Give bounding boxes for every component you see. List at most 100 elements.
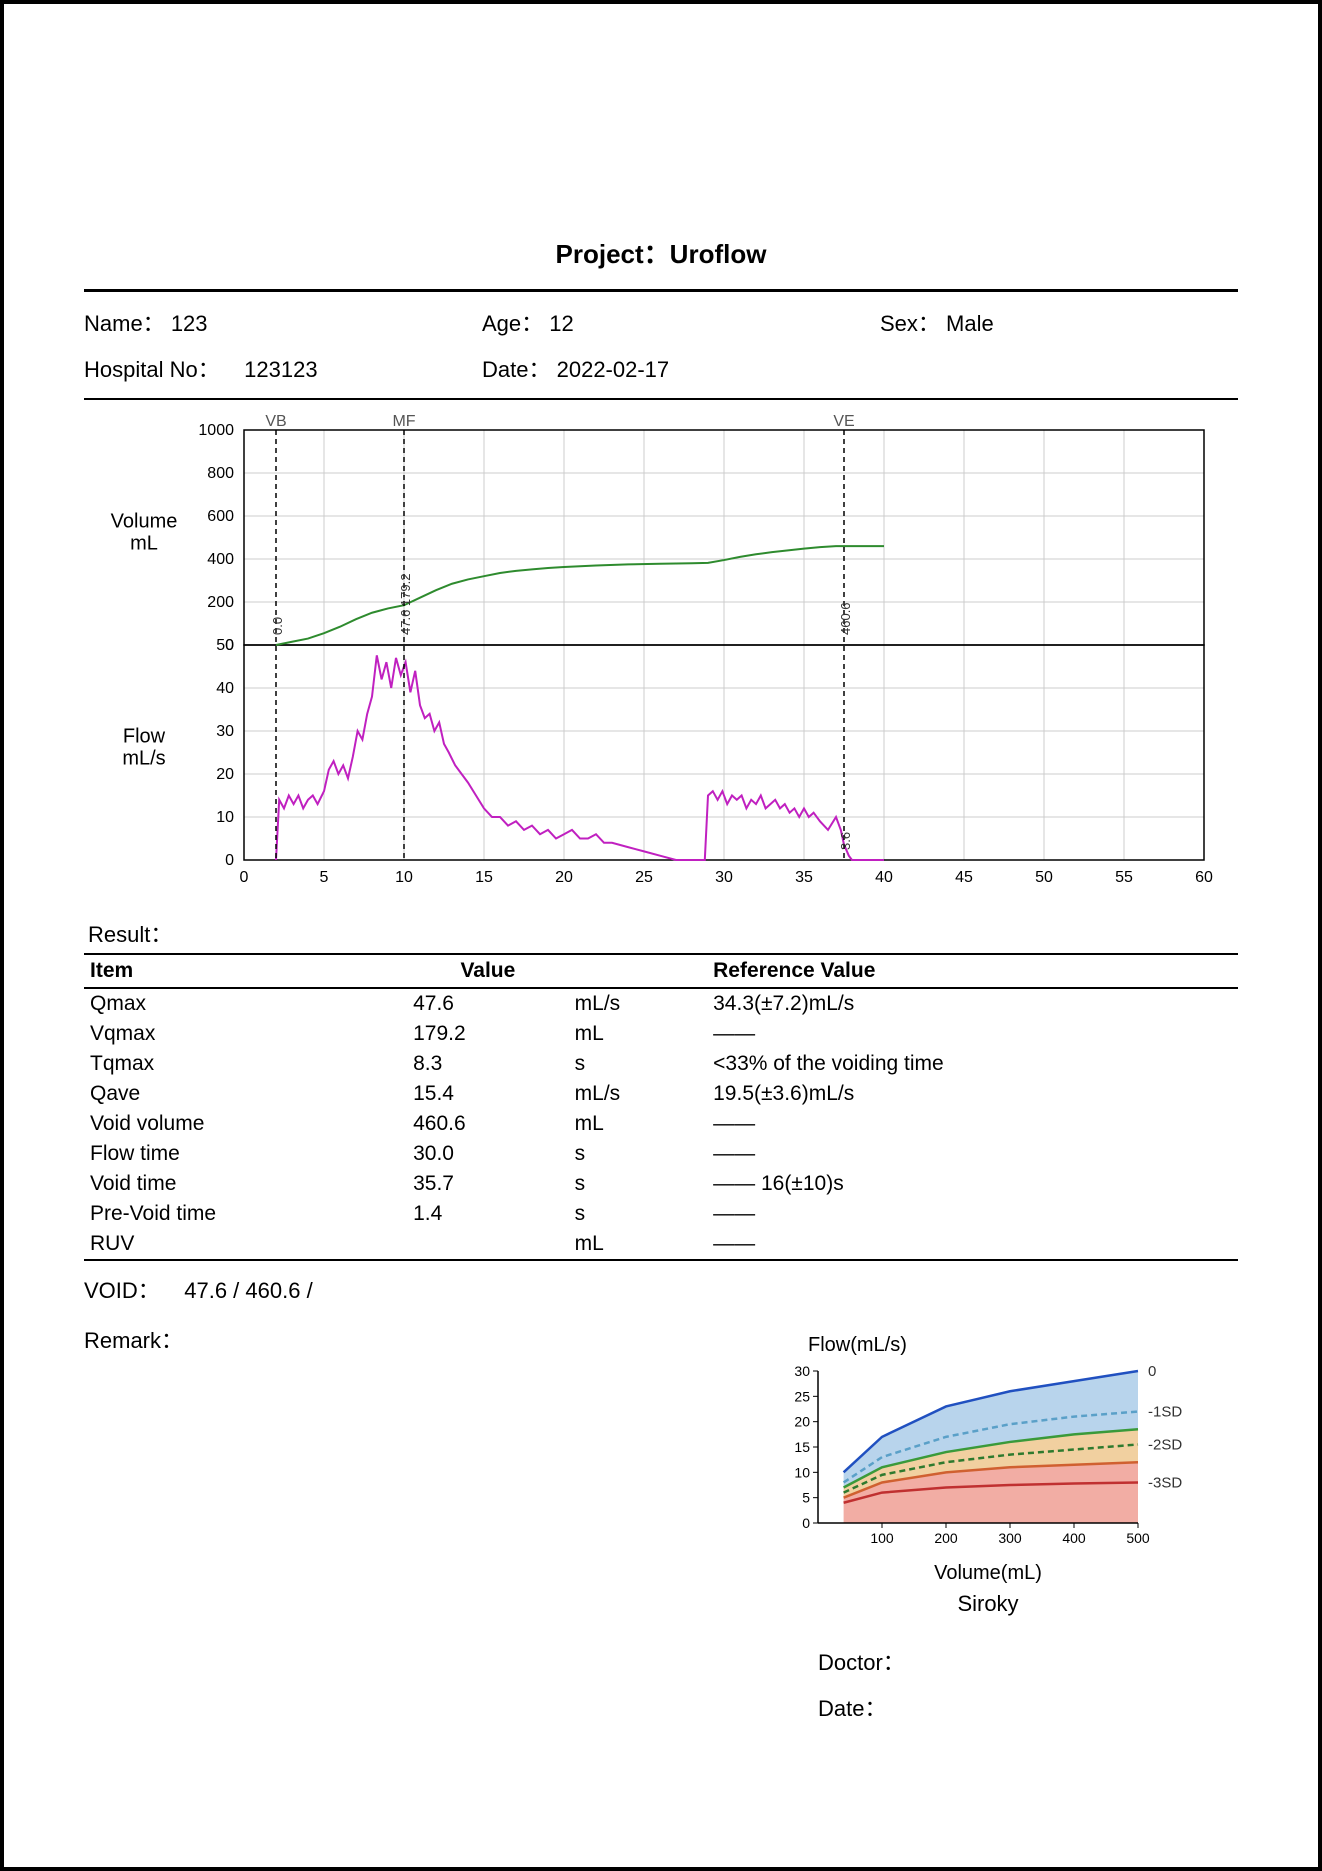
cell: mL/s bbox=[569, 1079, 707, 1109]
name-label: Name： bbox=[84, 311, 165, 336]
project-title: Project：Uroflow bbox=[84, 234, 1238, 271]
svg-text:500: 500 bbox=[1126, 1530, 1150, 1546]
cell: Qave bbox=[84, 1079, 407, 1109]
cell: 47.6 bbox=[407, 988, 569, 1019]
siroky-name: Siroky bbox=[778, 1591, 1198, 1617]
name-value: 123 bbox=[171, 311, 208, 336]
cell: mL bbox=[569, 1109, 707, 1139]
cell bbox=[407, 1229, 569, 1259]
table-row: Void volume460.6mL—— bbox=[84, 1109, 1238, 1139]
svg-text:MF: MF bbox=[392, 413, 415, 430]
table-row: Pre-Void time1.4s—— bbox=[84, 1199, 1238, 1229]
svg-text:Volume: Volume bbox=[111, 511, 178, 533]
divider-top bbox=[84, 289, 1238, 292]
cell: Void volume bbox=[84, 1109, 407, 1139]
svg-text:40: 40 bbox=[216, 680, 234, 697]
cell: —— bbox=[707, 1019, 1238, 1049]
svg-text:60: 60 bbox=[1195, 869, 1213, 886]
svg-text:1000: 1000 bbox=[198, 422, 234, 439]
void-label: VOID： bbox=[84, 1278, 160, 1303]
results-col-3: Reference Value bbox=[707, 955, 1238, 988]
cell: Qmax bbox=[84, 988, 407, 1019]
svg-text:100: 100 bbox=[870, 1530, 894, 1546]
table-row: Void time35.7s—— 16(±10)s bbox=[84, 1169, 1238, 1199]
svg-text:mL/s: mL/s bbox=[122, 748, 165, 770]
svg-text:600: 600 bbox=[207, 508, 234, 525]
svg-text:40: 40 bbox=[875, 869, 893, 886]
svg-text:300: 300 bbox=[998, 1530, 1022, 1546]
cell: Pre-Void time bbox=[84, 1199, 407, 1229]
uroflow-chart: 0510152025303540455055600200400600800100… bbox=[84, 410, 1224, 900]
svg-text:25: 25 bbox=[794, 1388, 810, 1404]
svg-text:400: 400 bbox=[207, 551, 234, 568]
svg-text:30: 30 bbox=[216, 723, 234, 740]
cell: 34.3(±7.2)mL/s bbox=[707, 988, 1238, 1019]
cell: 19.5(±3.6)mL/s bbox=[707, 1079, 1238, 1109]
cell: mL bbox=[569, 1019, 707, 1049]
svg-text:800: 800 bbox=[207, 465, 234, 482]
divider-info bbox=[84, 398, 1238, 400]
svg-text:30: 30 bbox=[794, 1363, 810, 1379]
svg-text:200: 200 bbox=[934, 1530, 958, 1546]
cell: s bbox=[569, 1169, 707, 1199]
divider-result-bottom bbox=[84, 1259, 1238, 1261]
void-line: VOID： 47.6 / 460.6 / bbox=[84, 1273, 1238, 1305]
svg-text:Flow: Flow bbox=[123, 726, 166, 748]
svg-text:0: 0 bbox=[225, 852, 234, 869]
cell: 460.6 bbox=[407, 1109, 569, 1139]
cell: —— bbox=[707, 1199, 1238, 1229]
cell: 15.4 bbox=[407, 1079, 569, 1109]
report-page: Project：Uroflow Name： 123 Age： 12 Sex： M… bbox=[0, 0, 1322, 1871]
svg-text:-2SD: -2SD bbox=[1148, 1436, 1182, 1453]
date-sign-label: Date： bbox=[818, 1691, 1198, 1723]
cell: 35.7 bbox=[407, 1169, 569, 1199]
svg-text:400: 400 bbox=[1062, 1530, 1086, 1546]
result-header: Result： bbox=[88, 917, 1238, 949]
results-table: ItemValueReference Value Qmax47.6mL/s34.… bbox=[84, 955, 1238, 1259]
svg-text:47.6 179.2: 47.6 179.2 bbox=[398, 574, 413, 635]
cell: s bbox=[569, 1049, 707, 1079]
cell: s bbox=[569, 1199, 707, 1229]
cell: Tqmax bbox=[84, 1049, 407, 1079]
cell: Flow time bbox=[84, 1139, 407, 1169]
info-row-1: Name： 123 Age： 12 Sex： Male bbox=[84, 306, 1238, 338]
svg-text:15: 15 bbox=[794, 1439, 810, 1455]
svg-text:-3SD: -3SD bbox=[1148, 1474, 1182, 1491]
svg-text:0: 0 bbox=[240, 869, 249, 886]
cell: 1.4 bbox=[407, 1199, 569, 1229]
cell: 179.2 bbox=[407, 1019, 569, 1049]
table-row: Tqmax8.3s<33% of the voiding time bbox=[84, 1049, 1238, 1079]
cell: —— 16(±10)s bbox=[707, 1169, 1238, 1199]
svg-text:VB: VB bbox=[265, 413, 286, 430]
svg-text:0: 0 bbox=[802, 1515, 810, 1531]
info-row-2: Hospital No： 123123 Date： 2022-02-17 bbox=[84, 352, 1238, 384]
svg-text:10: 10 bbox=[395, 869, 413, 886]
cell: s bbox=[569, 1139, 707, 1169]
hospital-value: 123123 bbox=[244, 357, 317, 382]
svg-text:VE: VE bbox=[833, 413, 854, 430]
svg-text:460.6: 460.6 bbox=[838, 602, 853, 635]
svg-text:50: 50 bbox=[216, 637, 234, 654]
cell: Void time bbox=[84, 1169, 407, 1199]
svg-text:20: 20 bbox=[794, 1414, 810, 1430]
cell: —— bbox=[707, 1229, 1238, 1259]
cell: <33% of the voiding time bbox=[707, 1049, 1238, 1079]
table-row: Flow time30.0s—— bbox=[84, 1139, 1238, 1169]
cell: —— bbox=[707, 1139, 1238, 1169]
svg-text:45: 45 bbox=[955, 869, 973, 886]
cell: 8.3 bbox=[407, 1049, 569, 1079]
svg-text:10: 10 bbox=[216, 809, 234, 826]
svg-text:30: 30 bbox=[715, 869, 733, 886]
siroky-chart: 0510152025301002003004005000-1SD-2SD-3SD bbox=[778, 1363, 1198, 1553]
svg-text:20: 20 bbox=[216, 766, 234, 783]
svg-text:10: 10 bbox=[794, 1464, 810, 1480]
svg-text:5: 5 bbox=[802, 1490, 810, 1506]
siroky-title: Flow(mL/s) bbox=[808, 1334, 1198, 1357]
svg-text:25: 25 bbox=[635, 869, 653, 886]
cell: Vqmax bbox=[84, 1019, 407, 1049]
table-row: Vqmax179.2mL—— bbox=[84, 1019, 1238, 1049]
cell: mL/s bbox=[569, 988, 707, 1019]
age-value: 12 bbox=[549, 311, 573, 336]
cell: 30.0 bbox=[407, 1139, 569, 1169]
svg-text:55: 55 bbox=[1115, 869, 1133, 886]
